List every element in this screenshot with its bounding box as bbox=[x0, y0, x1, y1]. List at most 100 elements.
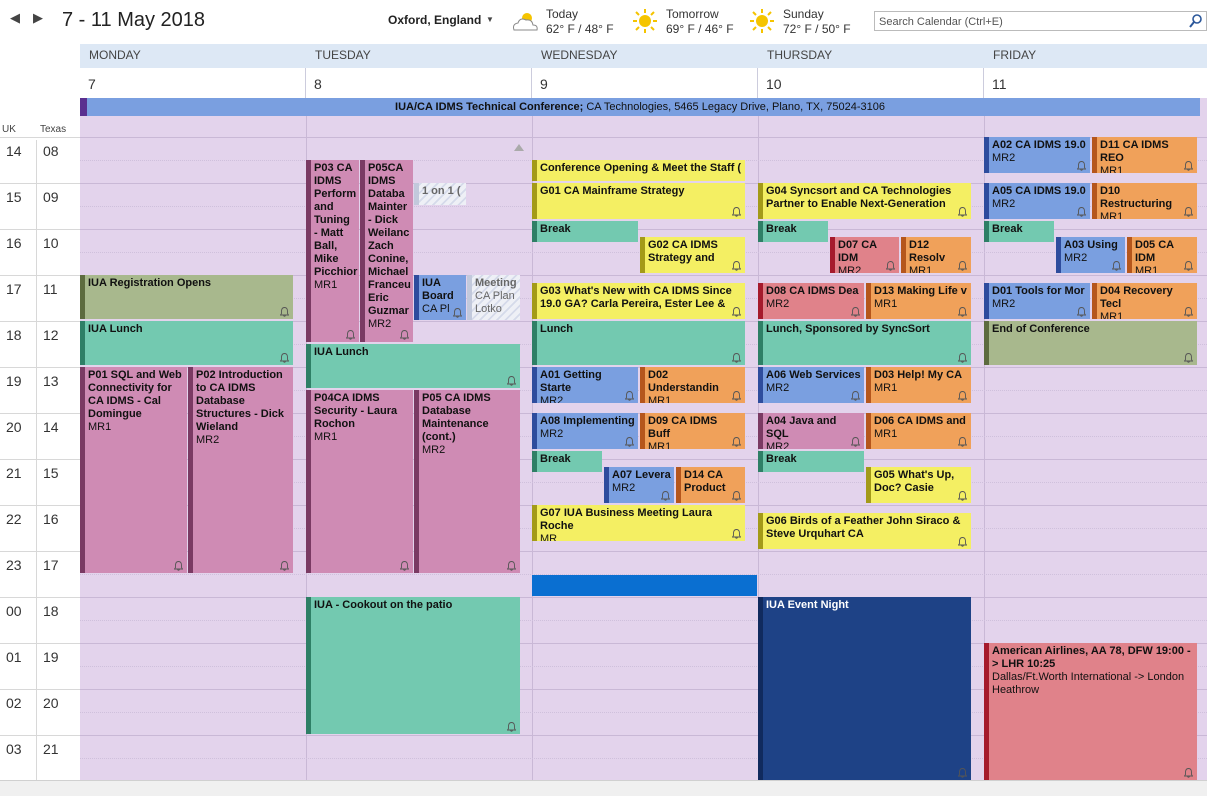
event-tue-p04[interactable]: P04CA IDMS Security - Laura Rochon MR1 bbox=[306, 390, 413, 573]
event-thu-break1[interactable]: Break bbox=[758, 221, 828, 242]
event-wed-lunch[interactable]: Lunch bbox=[532, 321, 745, 365]
event-fri-d05[interactable]: D05 CA IDM MR1 bbox=[1127, 237, 1197, 273]
event-thu-break2[interactable]: Break bbox=[758, 451, 864, 472]
event-wed-d14[interactable]: D14 CA Product bbox=[676, 467, 745, 503]
hour-label-texas: 14 bbox=[43, 419, 59, 435]
event-fri-break[interactable]: Break bbox=[984, 221, 1054, 242]
event-mon-lunch[interactable]: IUA Lunch bbox=[80, 321, 293, 365]
event-title: D04 Recovery Tecl bbox=[1100, 285, 1173, 310]
event-thu-night[interactable]: IUA Event Night bbox=[758, 597, 971, 780]
reminder-bell-icon bbox=[886, 261, 895, 271]
event-tue-1on1[interactable]: 1 on 1 ( bbox=[414, 183, 466, 205]
event-fri-end[interactable]: End of Conference bbox=[984, 321, 1197, 365]
event-thu-d08[interactable]: D08 CA IDMS Dea MR2 bbox=[758, 283, 864, 319]
time-ruler-divider bbox=[0, 597, 80, 598]
hour-label-uk: 03 bbox=[6, 741, 22, 757]
event-wed-a08[interactable]: A08 Implementing MR2 bbox=[532, 413, 638, 449]
all-day-event-conference[interactable]: IUA/CA IDMS Technical Conference; CA Tec… bbox=[80, 98, 1200, 116]
event-tue-p05[interactable]: P05CA IDMS Databa Mainter - Dick Weilanc… bbox=[360, 160, 413, 342]
event-thu-g04[interactable]: G04 Syncsort and CA Technologies Partner… bbox=[758, 183, 971, 219]
reminder-bell-icon bbox=[732, 491, 741, 501]
time-ruler-divider bbox=[0, 321, 80, 322]
event-fri-d11[interactable]: D11 CA IDMS REO MR1 bbox=[1092, 137, 1197, 173]
reminder-bell-icon bbox=[958, 491, 967, 501]
reminder-bell-icon bbox=[851, 437, 860, 447]
event-tue-lunch[interactable]: IUA Lunch bbox=[306, 344, 520, 388]
event-fri-a02[interactable]: A02 CA IDMS 19.0 MR2 bbox=[984, 137, 1090, 173]
event-tue-p05b[interactable]: P05 CA IDMS Database Maintenance (cont.)… bbox=[414, 390, 520, 573]
event-location: MR2 bbox=[540, 395, 564, 403]
reminder-bell-icon bbox=[958, 353, 967, 363]
reminder-bell-icon bbox=[732, 391, 741, 401]
reminder-bell-icon bbox=[661, 491, 670, 501]
event-thu-d06[interactable]: D06 CA IDMS and MR1 bbox=[866, 413, 971, 449]
reminder-bell-icon bbox=[400, 561, 409, 571]
event-thu-d12[interactable]: D12 Resolv MR1 bbox=[901, 237, 971, 273]
event-fri-aa[interactable]: American Airlines, AA 78, DFW 19:00 -> L… bbox=[984, 643, 1197, 780]
event-title: A08 Implementing bbox=[540, 415, 635, 427]
selected-time-slot[interactable] bbox=[532, 575, 757, 596]
event-fri-a03[interactable]: A03 Using MR2 bbox=[1056, 237, 1125, 273]
event-location: MR2 bbox=[196, 434, 220, 446]
day-number-friday[interactable]: 11 bbox=[992, 76, 1007, 92]
event-thu-g06[interactable]: G06 Birds of a Feather John Siraco & Ste… bbox=[758, 513, 971, 549]
event-wed-a01[interactable]: A01 Getting Starte MR2 bbox=[532, 367, 638, 403]
previous-week-button[interactable]: ◀ bbox=[10, 10, 20, 25]
reminder-bell-icon bbox=[732, 353, 741, 363]
event-thu-g05[interactable]: G05 What's Up, Doc? Casie bbox=[866, 467, 971, 503]
event-mon-p02[interactable]: P02 Introduction to CA IDMS Database Str… bbox=[188, 367, 293, 573]
day-number-thursday[interactable]: 10 bbox=[766, 76, 782, 92]
event-location: MR1 bbox=[874, 382, 898, 394]
chevron-down-icon[interactable]: ▼ bbox=[486, 15, 494, 24]
event-thu-a04[interactable]: A04 Java and SQL MR2 bbox=[758, 413, 864, 449]
event-thu-lunch[interactable]: Lunch, Sponsored by SyncSort bbox=[758, 321, 971, 365]
event-title: A07 Levera bbox=[612, 469, 671, 481]
event-tue-p03[interactable]: P03 CA IDMS Perform and Tuning - Matt Ba… bbox=[306, 160, 359, 342]
next-week-button[interactable]: ▶ bbox=[33, 10, 43, 25]
event-location: MR2 bbox=[838, 265, 862, 273]
event-title: P05 CA IDMS Database Maintenance (cont.) bbox=[422, 392, 491, 443]
search-icon[interactable] bbox=[1188, 13, 1204, 29]
reminder-bell-icon bbox=[958, 391, 967, 401]
event-wed-break1[interactable]: Break bbox=[532, 221, 638, 242]
time-ruler-divider bbox=[0, 367, 80, 368]
event-wed-break2[interactable]: Break bbox=[532, 451, 602, 472]
event-fri-d04[interactable]: D04 Recovery Tecl MR1 bbox=[1092, 283, 1197, 319]
event-tue-meeting[interactable]: Meeting CA Plan Lotko bbox=[467, 275, 520, 320]
event-tue-cookout[interactable]: IUA - Cookout on the patio bbox=[306, 597, 520, 734]
event-fri-d01[interactable]: D01 Tools for Mor MR2 bbox=[984, 283, 1090, 319]
event-wed-opening[interactable]: Conference Opening & Meet the Staff ( bbox=[532, 160, 745, 181]
event-thu-a06[interactable]: A06 Web Services MR2 bbox=[758, 367, 864, 403]
hour-gridline bbox=[80, 275, 1207, 276]
event-thu-d07[interactable]: D07 CA IDM MR2 bbox=[830, 237, 899, 273]
reminder-bell-icon bbox=[958, 261, 967, 271]
event-wed-d02[interactable]: D02 Understandin MR1 bbox=[640, 367, 745, 403]
event-wed-g02[interactable]: G02 CA IDMS Strategy and bbox=[640, 237, 745, 273]
event-wed-g01[interactable]: G01 CA Mainframe Strategy bbox=[532, 183, 745, 219]
event-title: D08 CA IDMS Dea bbox=[766, 285, 859, 297]
hour-label-texas: 10 bbox=[43, 235, 59, 251]
day-number-wednesday[interactable]: 9 bbox=[540, 76, 548, 92]
weather-location[interactable]: Oxford, England bbox=[388, 13, 482, 27]
event-thu-d03[interactable]: D03 Help! My CA MR1 bbox=[866, 367, 971, 403]
event-wed-g07[interactable]: G07 IUA Business Meeting Laura Roche MR bbox=[532, 505, 745, 541]
half-hour-gridline bbox=[80, 620, 1207, 621]
time-ruler-divider bbox=[0, 689, 80, 690]
event-thu-d13[interactable]: D13 Making Life v MR1 bbox=[866, 283, 971, 319]
event-wed-d09[interactable]: D09 CA IDMS Buff MR1 bbox=[640, 413, 745, 449]
reminder-bell-icon bbox=[958, 437, 967, 447]
reminder-bell-icon bbox=[1184, 353, 1193, 363]
reminder-bell-icon bbox=[958, 768, 967, 778]
event-mon-reg[interactable]: IUA Registration Opens bbox=[80, 275, 293, 319]
scroll-up-icon[interactable] bbox=[514, 143, 524, 151]
event-fri-a05[interactable]: A05 CA IDMS 19.0 MR2 bbox=[984, 183, 1090, 219]
event-mon-p01[interactable]: P01 SQL and Web Connectivity for CA IDMS… bbox=[80, 367, 187, 573]
event-tue-board[interactable]: IUA Board CA Pl bbox=[414, 275, 466, 320]
event-wed-a07[interactable]: A07 Levera MR2 bbox=[604, 467, 674, 503]
search-input[interactable] bbox=[875, 13, 1175, 31]
event-fri-d10[interactable]: D10 Restructuring MR1 bbox=[1092, 183, 1197, 219]
day-number-tuesday[interactable]: 8 bbox=[314, 76, 322, 92]
event-title: 1 on 1 ( bbox=[422, 185, 461, 197]
day-number-monday[interactable]: 7 bbox=[88, 76, 96, 92]
event-wed-g03[interactable]: G03 What's New with CA IDMS Since 19.0 G… bbox=[532, 283, 745, 319]
